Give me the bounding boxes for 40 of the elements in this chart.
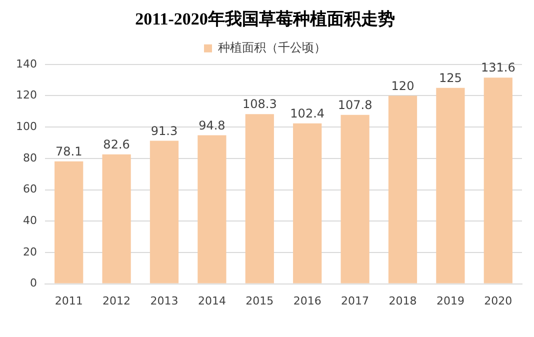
x-tick-label: 2019 bbox=[436, 294, 464, 308]
x-tick-label: 2016 bbox=[293, 294, 322, 308]
data-label: 107.8 bbox=[338, 98, 372, 112]
x-tick-label: 2020 bbox=[484, 294, 512, 308]
data-label: 94.8 bbox=[198, 118, 226, 132]
y-tick-label: 20 bbox=[22, 245, 37, 258]
x-tick-label: 2014 bbox=[198, 294, 226, 308]
legend-label: 种植面积（千公顷） bbox=[218, 40, 326, 55]
bar bbox=[293, 123, 322, 284]
bar bbox=[388, 96, 418, 284]
data-label: 78.1 bbox=[55, 144, 82, 159]
x-tick-label: 2011 bbox=[54, 294, 83, 308]
bar bbox=[436, 88, 465, 284]
bar bbox=[150, 140, 179, 284]
data-label: 120 bbox=[391, 78, 414, 93]
bar bbox=[340, 114, 370, 284]
data-label: 102.4 bbox=[290, 106, 325, 120]
y-tick-label: 80 bbox=[22, 151, 37, 164]
y-tick-label: 60 bbox=[22, 182, 37, 196]
x-tick-label: 2015 bbox=[246, 294, 274, 308]
data-label: 131.6 bbox=[480, 60, 516, 75]
y-tick-label: 0 bbox=[30, 276, 37, 290]
data-label: 108.3 bbox=[242, 97, 277, 112]
bar bbox=[198, 135, 226, 284]
x-tick-label: 2013 bbox=[150, 294, 178, 308]
y-tick-label: 40 bbox=[22, 214, 37, 227]
y-tick-label: 120 bbox=[16, 88, 37, 102]
bar bbox=[484, 78, 512, 284]
y-tick-label: 140 bbox=[16, 57, 37, 70]
bar bbox=[102, 154, 131, 284]
x-tick-label: 2018 bbox=[388, 294, 417, 308]
data-label: 125 bbox=[438, 71, 462, 86]
x-tick-label: 2017 bbox=[341, 294, 370, 308]
x-tick-label: 2012 bbox=[102, 294, 131, 308]
data-label: 82.6 bbox=[103, 137, 130, 152]
data-label: 91.3 bbox=[150, 124, 178, 138]
bar bbox=[245, 114, 274, 284]
chart-title: 2011-2020年我国草莓种植面积走势 bbox=[135, 10, 395, 29]
bar bbox=[54, 161, 84, 284]
y-tick-label: 100 bbox=[16, 120, 37, 133]
